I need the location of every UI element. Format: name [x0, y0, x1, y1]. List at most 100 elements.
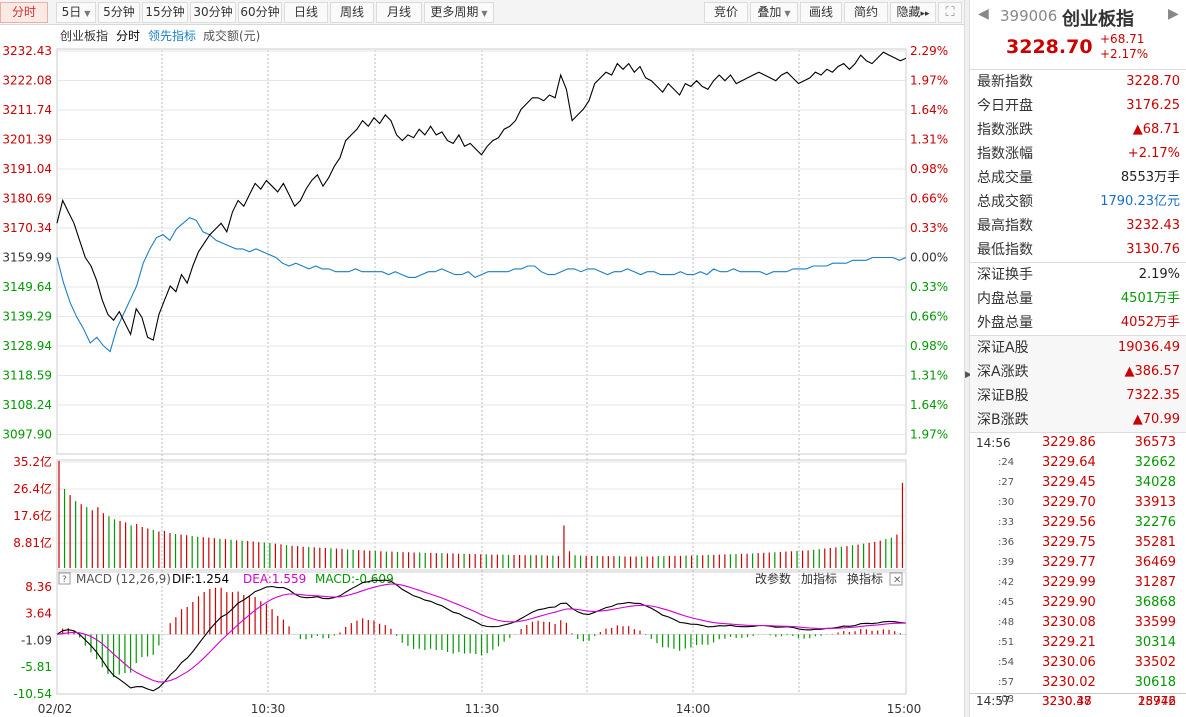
macd-dea-label: DEA:1.559 — [243, 572, 306, 586]
period-day-button[interactable]: 日线 — [284, 2, 328, 23]
period-5min-label: 5分钟 — [103, 5, 135, 19]
period-fenshi-label: 分时 — [11, 5, 36, 19]
jingjia-button[interactable]: 竞价 — [704, 2, 748, 23]
period-15min-button[interactable]: 15分钟 — [142, 2, 188, 23]
pct-axis-label: 2.29% — [910, 44, 948, 58]
macd-dea-line — [56, 583, 907, 683]
intraday-chart[interactable]: 3232.43 2.29% 3222.08 1.97% 3211.74 1.64% 3201… — [0, 25, 964, 717]
pct-axis-label: 0.33% — [910, 280, 948, 294]
price-axis-label: 3211.74 — [2, 103, 52, 117]
stat-label: 内盘总量 — [977, 291, 1033, 307]
tick-row: :48 3230.08 33599 — [970, 613, 1186, 633]
pct-axis-label: 0.66% — [910, 192, 948, 206]
price-axis-label: 3108.24 — [2, 398, 52, 412]
tick-row: :27 3229.45 34028 — [970, 473, 1186, 493]
legend-lead-indicator: 领先指标 — [148, 28, 196, 43]
stat-row: 深证换手 2.19% — [970, 263, 1186, 287]
macd-add-indicator-button: 加指标 — [801, 571, 837, 586]
macd-close-glyph: ✕ — [893, 575, 901, 586]
stat-value: 1790.23亿元 — [1100, 194, 1180, 209]
macd-value-label: MACD:-0.609 — [315, 572, 394, 586]
prev-stock-icon[interactable]: ◀ — [978, 6, 989, 22]
tick-price: 3229.45 — [1042, 475, 1096, 490]
stat-value: 4501万手 — [1120, 291, 1180, 306]
period-fenshi-button[interactable]: 分时 — [0, 2, 48, 23]
stat-row: 指数涨幅 +2.17% — [970, 142, 1186, 166]
stat-value: 3228.70 — [1126, 74, 1180, 89]
tick-volume: 36469 — [1134, 555, 1176, 570]
tick-volume: 15742 — [1137, 694, 1176, 708]
tick-time: :51 — [998, 637, 1015, 648]
price-change: +68.71 +2.17% — [1100, 32, 1148, 62]
tick-price: 3229.56 — [1042, 515, 1096, 530]
tick-volume: 36573 — [1134, 435, 1176, 450]
jianyue-button[interactable]: 简约 — [844, 2, 888, 23]
price-axis-label: 3232.43 — [2, 44, 52, 58]
stat-value: 2.19% — [1138, 267, 1180, 282]
next-stock-icon[interactable]: ▶ — [1168, 6, 1179, 22]
dropdown-arrow-icon: ▼ — [481, 9, 488, 18]
full-button[interactable]: ⛶ — [938, 2, 962, 23]
market-stats: 深证换手 2.19% 内盘总量 4501万手 外盘总量 4052万手 — [970, 263, 1186, 336]
chart-area[interactable]: 3232.43 2.29% 3222.08 1.97% 3211.74 1.64% 3201… — [0, 25, 964, 717]
price-axis-label: 3222.08 — [2, 74, 52, 88]
tick-volume: 32276 — [1134, 515, 1176, 530]
period-30min-button[interactable]: 30分钟 — [190, 2, 236, 23]
tick-list[interactable]: 14:56 3229.86 36573:24 3229.64 32662:27 3229.… — [970, 433, 1186, 693]
price-axis-label: 3128.94 — [2, 339, 52, 353]
tick-volume: 35281 — [1134, 535, 1176, 550]
tick-row: :54 3230.06 33502 — [970, 653, 1186, 673]
stat-row: 深B涨跌 ▲70.99 — [970, 408, 1186, 432]
fullscreen-icon: ⛶ — [945, 5, 955, 20]
tick-volume: 32662 — [1134, 455, 1176, 470]
macd-axis-label: -10.54 — [13, 687, 52, 701]
pct-axis-label: 1.31% — [910, 133, 948, 147]
price-axis-label: 3191.04 — [2, 162, 52, 176]
tick-volume: 33913 — [1134, 495, 1176, 510]
tick-row: :57 3230.02 30618 — [970, 673, 1186, 693]
tick-row: :45 3229.90 36868 — [970, 593, 1186, 613]
stat-row: 最低指数 3130.76 — [970, 238, 1186, 262]
tick-volume: 33599 — [1134, 615, 1176, 630]
tick-price: 3229.99 — [1042, 575, 1096, 590]
price-axis-label: 3170.34 — [2, 221, 52, 235]
tick-list-2[interactable]: 14:57 3230.37 28976:03 3230.48 15742 — [970, 693, 1186, 708]
tick-row: :24 3229.64 32662 — [970, 453, 1186, 473]
volume-axis-label: 17.6亿 — [13, 508, 52, 523]
stat-row: 今日开盘 3176.25 — [970, 94, 1186, 118]
period-more-button[interactable]: 更多周期 ▼ — [424, 2, 494, 23]
stat-row: 指数涨跌 ▲68.71 — [970, 118, 1186, 142]
stat-label: 指数涨跌 — [977, 122, 1033, 138]
stat-label: 总成交额 — [977, 194, 1033, 210]
tick-price: 3230.37 — [1042, 694, 1092, 708]
period-5min-button[interactable]: 5分钟 — [98, 2, 140, 23]
stat-row: 内盘总量 4501万手 — [970, 287, 1186, 311]
period-60min-button[interactable]: 60分钟 — [238, 2, 282, 23]
collapse-arrow-icon[interactable]: ▶ — [965, 370, 972, 380]
diejia-button[interactable]: 叠加 ▼ — [750, 2, 798, 23]
stat-label: 外盘总量 — [977, 315, 1033, 331]
volume-axis-label: 26.4亿 — [13, 481, 52, 496]
period-month-label: 月线 — [386, 5, 411, 19]
stat-row: 总成交额 1790.23亿元 — [970, 190, 1186, 214]
yincang-button[interactable]: 隐藏▸▸ — [890, 2, 936, 23]
period-5ri-button[interactable]: 5日 ▼ — [56, 2, 96, 23]
stat-value: 7322.35 — [1126, 388, 1180, 403]
panel-splitter[interactable]: ▶ — [964, 0, 972, 717]
quote-panel: ◀ 399006 创业板指 ▶ 3228.70 +68.71 +2.17% 最新… — [970, 0, 1186, 717]
pct-axis-label: 1.97% — [910, 74, 948, 88]
period-week-button[interactable]: 周线 — [330, 2, 374, 23]
period-30min-label: 30分钟 — [193, 5, 233, 19]
huaxian-button[interactable]: 画线 — [800, 2, 842, 23]
macd-switch-indicator-button: 换指标 — [847, 571, 883, 586]
tick-time: :39 — [998, 557, 1015, 568]
macd-close-icon — [889, 572, 903, 586]
stat-label: 深证换手 — [977, 267, 1033, 283]
period-month-button[interactable]: 月线 — [376, 2, 422, 23]
tick-time: :45 — [998, 597, 1015, 608]
macd-help-icon — [58, 572, 71, 585]
volume-axis-label: 35.2亿 — [13, 454, 52, 469]
tick-time: 14:56 — [976, 436, 1011, 450]
last-price: 3228.70 — [1006, 36, 1093, 58]
stat-row: 最高指数 3232.43 — [970, 214, 1186, 238]
